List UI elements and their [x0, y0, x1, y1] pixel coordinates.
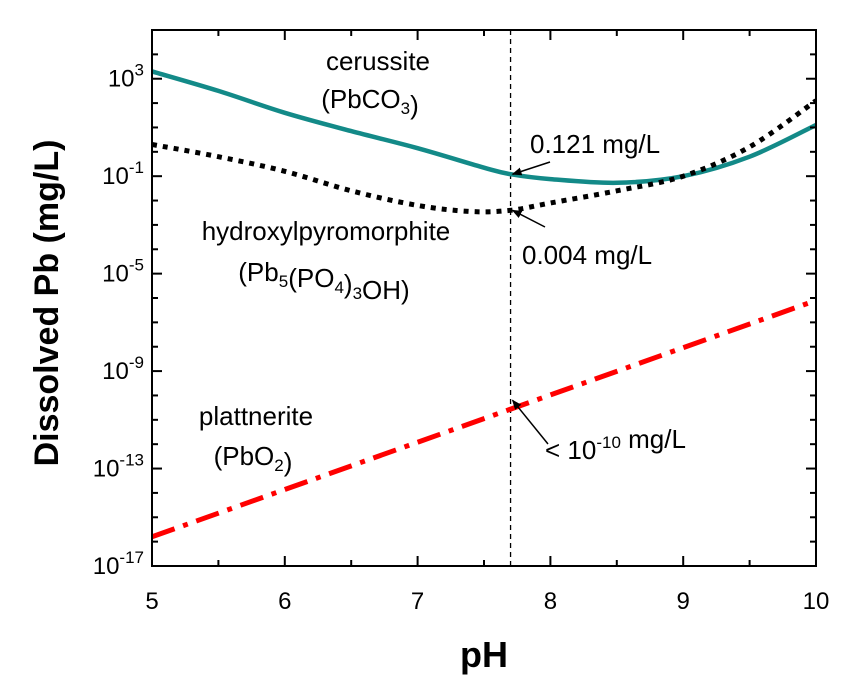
annotation-label: 0.004 mg/L [522, 240, 652, 270]
series-line-plattnerite [152, 298, 816, 540]
y-tick-base: 10 [102, 163, 129, 190]
y-tick-base: 10 [102, 261, 129, 288]
series-formula-hydroxylpyromorphite-part: ) [344, 269, 353, 299]
y-tick-exponent: -1 [129, 158, 144, 177]
y-tick-exponent: -9 [129, 353, 144, 372]
x-tick-label: 7 [411, 588, 424, 615]
series-formula-plattnerite-part: ) [284, 447, 293, 477]
annotation-label-lt-part: mg/L [621, 424, 686, 454]
series-formula-hydroxylpyromorphite-part: 3 [353, 284, 362, 303]
x-tick-label: 6 [278, 588, 291, 615]
y-tick-exponent: -13 [119, 451, 144, 470]
series-formula-plattnerite-part: (PbO [214, 441, 275, 471]
y-tick-exponent: 3 [135, 61, 144, 80]
series-formula-hydroxylpyromorphite-part: OH) [362, 275, 410, 305]
y-tick-label: 10-5 [102, 256, 144, 288]
annotation-label-lt: < 10-10 mg/L [545, 424, 686, 465]
series-formula-hydroxylpyromorphite-part: (Pb [238, 257, 278, 287]
annotation-label: 0.121 mg/L [530, 129, 660, 159]
plot-frame [151, 29, 817, 567]
annotation-arrow [511, 161, 551, 176]
series-formula-cerussite-part: (PbCO [321, 84, 400, 114]
y-tick-label: 103 [108, 61, 144, 93]
y-tick-label: 10-1 [102, 158, 144, 190]
y-tick-base: 10 [93, 553, 120, 580]
y-tick-exponent: -17 [119, 548, 144, 567]
series-formula-hydroxylpyromorphite: (Pb5(PO4)3OH) [238, 257, 409, 305]
annotation-arrow [511, 209, 546, 228]
y-tick-base: 10 [108, 66, 135, 93]
x-tick-label: 9 [677, 588, 690, 615]
series-label-hydroxylpyromorphite: hydroxylpyromorphite [202, 216, 451, 246]
y-tick-base: 10 [102, 358, 129, 385]
annotation-label-lt-part: < 10 [545, 435, 596, 465]
x-tick-label: 8 [544, 588, 557, 615]
series-formula-plattnerite: (PbO2) [214, 441, 293, 477]
series-line-hydroxylpyromorphite [152, 98, 816, 215]
series-formula-cerussite-part: 3 [401, 99, 410, 118]
y-tick-label: 10-9 [102, 353, 144, 385]
y-tick-base: 10 [93, 456, 120, 483]
series-formula-cerussite-part: ) [410, 90, 419, 120]
annotation-label-lt-part: -10 [596, 433, 621, 452]
x-tick-label: 5 [145, 588, 158, 615]
series-formula-hydroxylpyromorphite-part: (PO [288, 263, 334, 293]
series-group [152, 69, 816, 540]
series-formula-cerussite: (PbCO3) [321, 84, 419, 120]
y-axis-title: Dissolved Pb (mg/L) [28, 140, 66, 467]
series-formula-hydroxylpyromorphite-part: 4 [334, 278, 343, 297]
x-axis-title: pH [460, 634, 508, 675]
series-formula-hydroxylpyromorphite-part: 5 [279, 272, 288, 291]
annotation-arrow [511, 399, 549, 445]
x-tick-label: 10 [803, 588, 830, 615]
y-tick-exponent: -5 [129, 256, 144, 275]
series-formula-plattnerite-part: 2 [274, 456, 283, 475]
series-label-plattnerite: plattnerite [199, 401, 313, 431]
y-tick-label: 10-13 [93, 451, 144, 483]
y-tick-label: 10-17 [93, 548, 144, 580]
series-label-cerussite: cerussite [326, 46, 430, 76]
